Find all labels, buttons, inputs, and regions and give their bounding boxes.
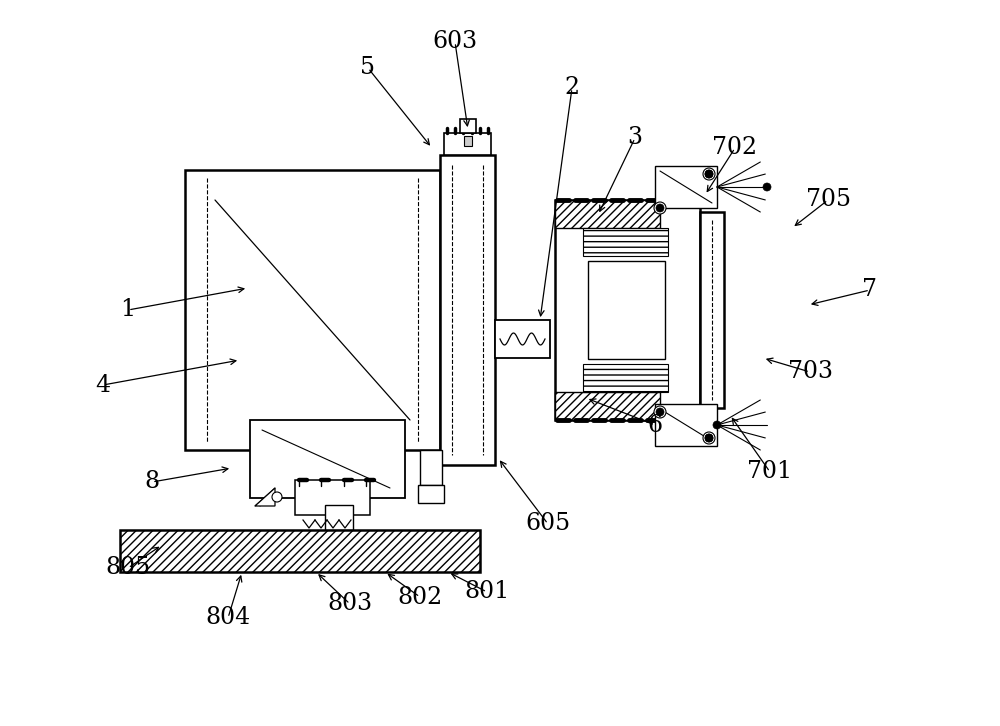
Bar — [555, 392, 660, 420]
Circle shape — [656, 408, 664, 416]
Text: 802: 802 — [397, 585, 443, 608]
Polygon shape — [255, 488, 275, 506]
Text: 603: 603 — [432, 30, 478, 54]
Text: 803: 803 — [327, 592, 373, 616]
Bar — [418, 485, 444, 503]
Bar — [700, 212, 724, 408]
Bar — [583, 228, 668, 256]
Bar — [655, 166, 717, 208]
Bar — [185, 170, 440, 450]
Bar — [440, 155, 495, 465]
Text: 2: 2 — [564, 76, 580, 99]
Circle shape — [654, 202, 666, 214]
Text: 3: 3 — [628, 126, 642, 150]
Circle shape — [703, 168, 715, 180]
Text: 805: 805 — [105, 557, 151, 579]
Bar — [444, 133, 491, 155]
Text: 705: 705 — [806, 189, 850, 211]
Text: 801: 801 — [464, 581, 510, 603]
Bar — [420, 450, 442, 485]
Circle shape — [705, 170, 713, 178]
Bar — [120, 530, 480, 572]
Circle shape — [763, 183, 771, 191]
Text: 1: 1 — [120, 298, 136, 322]
Text: 605: 605 — [525, 513, 571, 536]
Text: 8: 8 — [144, 470, 160, 494]
Text: 4: 4 — [95, 373, 111, 396]
Text: 701: 701 — [747, 460, 793, 484]
Text: 7: 7 — [862, 279, 878, 301]
Bar — [250, 420, 405, 498]
Circle shape — [705, 434, 713, 442]
Circle shape — [705, 170, 713, 178]
Bar — [495, 320, 550, 358]
Bar — [555, 200, 700, 420]
Text: 6: 6 — [647, 414, 663, 436]
Circle shape — [654, 406, 666, 418]
Text: 702: 702 — [712, 136, 758, 160]
Bar — [583, 364, 668, 392]
Text: 5: 5 — [360, 57, 376, 80]
Bar — [555, 200, 660, 228]
Circle shape — [272, 492, 282, 502]
Bar — [460, 119, 476, 133]
Text: 703: 703 — [788, 361, 832, 383]
Bar — [588, 261, 665, 359]
Text: 804: 804 — [205, 606, 251, 629]
Bar — [464, 136, 472, 146]
Circle shape — [656, 204, 664, 212]
Circle shape — [703, 432, 715, 444]
Circle shape — [713, 421, 721, 429]
Bar — [655, 404, 717, 446]
Bar — [325, 505, 353, 530]
Circle shape — [705, 434, 713, 442]
Bar — [295, 480, 370, 515]
